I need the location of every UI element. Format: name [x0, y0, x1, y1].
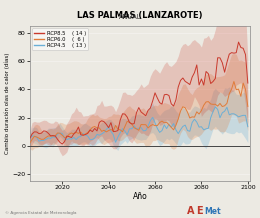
Text: A: A [187, 206, 195, 216]
Text: ANUAL: ANUAL [119, 14, 141, 20]
Text: Met: Met [204, 207, 221, 216]
Text: E: E [196, 206, 203, 216]
Text: © Agencia Estatal de Meteorología: © Agencia Estatal de Meteorología [5, 211, 77, 215]
Legend: RCP8.5    ( 14 ), RCP6.0    (  6 ), RCP4.5    ( 13 ): RCP8.5 ( 14 ), RCP6.0 ( 6 ), RCP4.5 ( 13… [32, 28, 88, 50]
Title: LAS PALMAS (LANZAROTE): LAS PALMAS (LANZAROTE) [77, 11, 203, 20]
X-axis label: Año: Año [133, 192, 147, 201]
Y-axis label: Cambio duración olas de calor (días): Cambio duración olas de calor (días) [4, 53, 10, 154]
